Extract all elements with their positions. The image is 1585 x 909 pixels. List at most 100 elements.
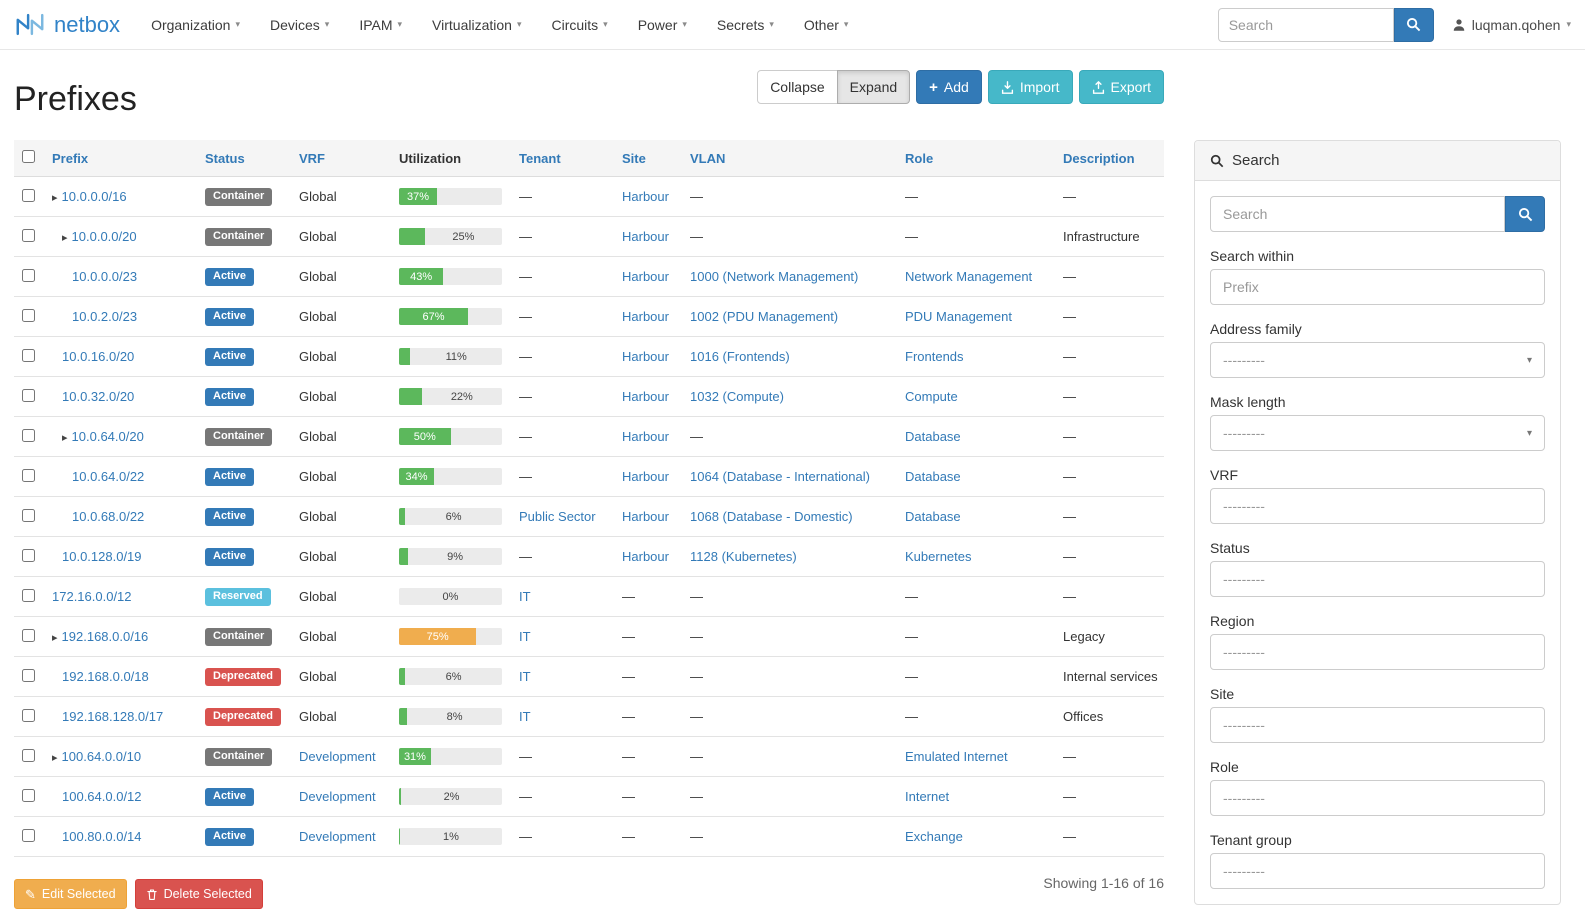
role-link[interactable]: Emulated Internet [905, 749, 1008, 764]
prefix-link[interactable]: 100.80.0.0/14 [62, 829, 142, 844]
row-checkbox[interactable] [22, 508, 35, 522]
site-link[interactable]: Harbour [622, 309, 669, 324]
prefix-link[interactable]: 192.168.128.0/17 [62, 709, 164, 724]
vrf-link[interactable]: Development [299, 829, 376, 844]
row-checkbox[interactable] [22, 468, 35, 482]
nav-item-devices[interactable]: Devices ▾ [269, 16, 330, 33]
row-checkbox[interactable] [22, 628, 35, 642]
row-checkbox[interactable] [22, 828, 35, 842]
tenant-link[interactable]: IT [519, 589, 531, 604]
expand-toggle-icon[interactable]: ▸ [52, 192, 58, 204]
vrf-link[interactable]: Development [299, 789, 376, 804]
nav-item-organization[interactable]: Organization ▾ [151, 16, 240, 33]
role-link[interactable]: Compute [905, 389, 958, 404]
select-all-checkbox[interactable] [22, 150, 35, 163]
nav-item-ipam[interactable]: IPAM ▾ [359, 16, 403, 33]
column-header-description[interactable]: Description [1055, 140, 1164, 177]
prefix-link[interactable]: 10.0.0.0/20 [71, 229, 137, 244]
navbar-search-button[interactable] [1393, 7, 1434, 42]
filter-input-role[interactable] [1210, 780, 1545, 816]
role-link[interactable]: Database [905, 429, 961, 444]
prefix-link[interactable]: 10.0.32.0/20 [62, 389, 135, 404]
prefix-link[interactable]: 172.16.0.0/12 [52, 589, 132, 604]
filter-search-input[interactable] [1210, 196, 1505, 232]
netbox-brand[interactable]: netbox [14, 11, 120, 38]
collapse-button[interactable]: Collapse [757, 70, 838, 104]
column-header-role[interactable]: Role [897, 140, 1055, 177]
column-header-tenant[interactable]: Tenant [511, 140, 614, 177]
row-checkbox[interactable] [22, 668, 35, 682]
row-checkbox[interactable] [22, 308, 35, 322]
role-link[interactable]: Kubernetes [905, 549, 972, 564]
role-link[interactable]: Network Management [905, 269, 1033, 284]
row-checkbox[interactable] [22, 348, 35, 362]
expand-toggle-icon[interactable]: ▸ [52, 632, 58, 644]
vlan-link[interactable]: 1000 (Network Management) [690, 269, 859, 284]
filter-input-search-within[interactable] [1210, 269, 1545, 305]
row-checkbox[interactable] [22, 268, 35, 282]
tenant-link[interactable]: IT [519, 629, 531, 644]
role-link[interactable]: Exchange [905, 829, 963, 844]
prefix-link[interactable]: 10.0.0.0/23 [72, 269, 138, 284]
tenant-link[interactable]: Public Sector [519, 509, 596, 524]
prefix-link[interactable]: 10.0.68.0/22 [72, 509, 145, 524]
site-link[interactable]: Harbour [622, 469, 669, 484]
import-button[interactable]: Import [987, 70, 1073, 104]
prefix-link[interactable]: 100.64.0.0/10 [61, 749, 142, 764]
row-checkbox[interactable] [22, 788, 35, 802]
edit-selected-button[interactable]: ✎ Edit Selected [14, 879, 127, 909]
row-checkbox[interactable] [22, 388, 35, 402]
export-button[interactable]: Export [1078, 70, 1164, 104]
tenant-link[interactable]: IT [519, 669, 531, 684]
expand-toggle-icon[interactable]: ▸ [62, 432, 68, 444]
vlan-link[interactable]: 1002 (PDU Management) [690, 309, 839, 324]
vlan-link[interactable]: 1064 (Database - International) [690, 469, 870, 484]
prefix-link[interactable]: 192.168.0.0/16 [61, 629, 149, 644]
filter-input-site[interactable] [1210, 707, 1545, 743]
site-link[interactable]: Harbour [622, 229, 669, 244]
column-header-site[interactable]: Site [614, 140, 682, 177]
row-checkbox[interactable] [22, 188, 35, 202]
row-checkbox[interactable] [22, 428, 35, 442]
site-link[interactable]: Harbour [622, 509, 669, 524]
filter-search-button[interactable] [1505, 196, 1545, 232]
role-link[interactable]: Database [905, 469, 961, 484]
site-link[interactable]: Harbour [622, 429, 669, 444]
prefix-link[interactable]: 100.64.0.0/12 [62, 789, 142, 804]
vlan-link[interactable]: 1128 (Kubernetes) [690, 549, 797, 564]
nav-item-power[interactable]: Power ▾ [637, 16, 687, 33]
row-checkbox[interactable] [22, 588, 35, 602]
column-header-status[interactable]: Status [197, 140, 291, 177]
vrf-link[interactable]: Development [299, 749, 376, 764]
prefix-link[interactable]: 10.0.16.0/20 [62, 349, 135, 364]
filter-select-address-family[interactable]: --------- ▾ [1210, 342, 1545, 378]
site-link[interactable]: Harbour [622, 189, 669, 204]
user-menu[interactable]: luqman.qohen ▾ [1452, 17, 1571, 33]
expand-toggle-icon[interactable]: ▸ [52, 752, 58, 764]
vlan-link[interactable]: 1068 (Database - Domestic) [690, 509, 853, 524]
vlan-link[interactable]: 1032 (Compute) [690, 389, 784, 404]
role-link[interactable]: Database [905, 509, 961, 524]
site-link[interactable]: Harbour [622, 549, 669, 564]
row-checkbox[interactable] [22, 548, 35, 562]
prefix-link[interactable]: 10.0.2.0/23 [72, 309, 138, 324]
role-link[interactable]: PDU Management [905, 309, 1012, 324]
filter-input-tenant-group[interactable] [1210, 853, 1545, 889]
add-button[interactable]: + Add [916, 70, 982, 104]
site-link[interactable]: Harbour [622, 389, 669, 404]
vlan-link[interactable]: 1016 (Frontends) [690, 349, 790, 364]
prefix-link[interactable]: 10.0.64.0/22 [72, 469, 145, 484]
nav-item-circuits[interactable]: Circuits ▾ [551, 16, 608, 33]
site-link[interactable]: Harbour [622, 269, 669, 284]
filter-input-vrf[interactable] [1210, 488, 1545, 524]
delete-selected-button[interactable]: Delete Selected [134, 879, 263, 909]
site-link[interactable]: Harbour [622, 349, 669, 364]
column-header-prefix[interactable]: Prefix [44, 140, 197, 177]
nav-item-other[interactable]: Other ▾ [803, 16, 849, 33]
prefix-link[interactable]: 10.0.64.0/20 [71, 429, 144, 444]
filter-input-region[interactable] [1210, 634, 1545, 670]
row-checkbox[interactable] [22, 228, 35, 242]
role-link[interactable]: Internet [905, 789, 950, 804]
filter-input-status[interactable] [1210, 561, 1545, 597]
tenant-link[interactable]: IT [519, 709, 531, 724]
